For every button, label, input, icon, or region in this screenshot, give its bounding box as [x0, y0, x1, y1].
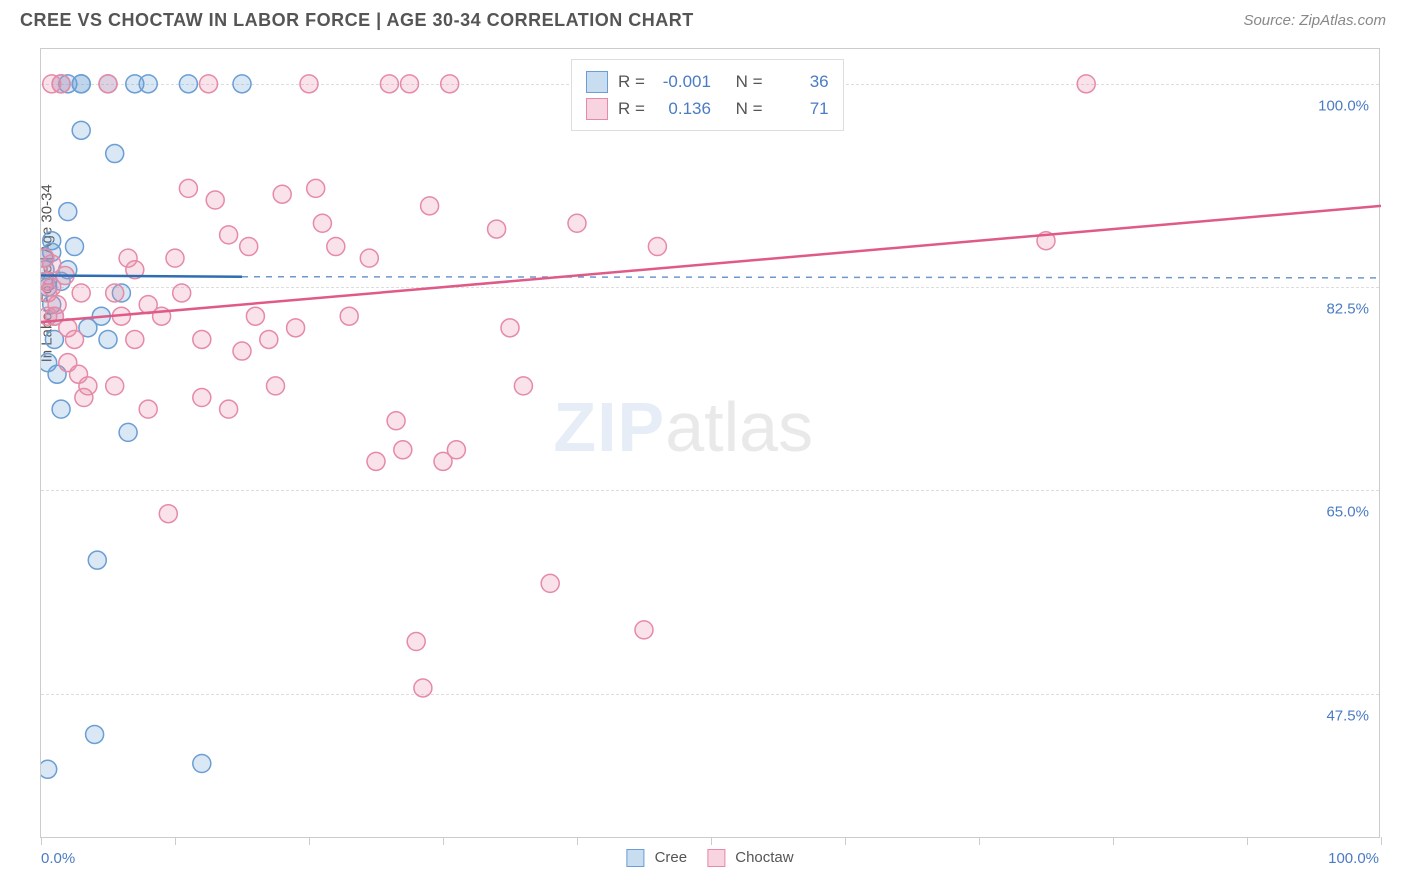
bottom-legend: Cree Choctaw — [626, 849, 793, 867]
legend-swatch-cree — [626, 849, 644, 867]
legend-label-choctaw: Choctaw — [735, 849, 793, 866]
legend-swatch-choctaw — [707, 849, 725, 867]
chart-title: CREE VS CHOCTAW IN LABOR FORCE | AGE 30-… — [20, 10, 694, 31]
stats-swatch-cree — [586, 71, 608, 93]
r-value-cree: -0.001 — [655, 68, 711, 95]
stats-swatch-choctaw — [586, 98, 608, 120]
r-label: R = — [618, 68, 645, 95]
stats-row-cree: R = -0.001 N = 36 — [586, 68, 829, 95]
n-value-choctaw: 71 — [773, 95, 829, 122]
r-label: R = — [618, 95, 645, 122]
x-min-label: 0.0% — [41, 850, 75, 867]
stats-box: R = -0.001 N = 36 R = 0.136 N = 71 — [571, 59, 844, 131]
scatter-plot — [41, 49, 1381, 839]
stats-row-choctaw: R = 0.136 N = 71 — [586, 95, 829, 122]
n-label: N = — [736, 95, 763, 122]
chart-container: In Labor Force | Age 30-34 47.5%65.0%82.… — [40, 48, 1380, 838]
r-value-choctaw: 0.136 — [655, 95, 711, 122]
legend-label-cree: Cree — [655, 849, 688, 866]
legend-item-cree: Cree — [626, 849, 687, 867]
source-label: Source: ZipAtlas.com — [1243, 12, 1386, 29]
x-max-label: 100.0% — [1328, 850, 1379, 867]
n-value-cree: 36 — [773, 68, 829, 95]
legend-item-choctaw: Choctaw — [707, 849, 794, 867]
n-label: N = — [736, 68, 763, 95]
